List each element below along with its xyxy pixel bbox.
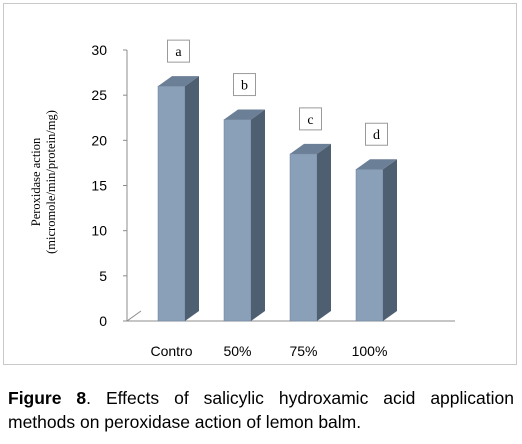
bar-letter-label-4: d [365,122,388,146]
y-axis-label: Peroxidase action (micromole/min/protein… [29,110,58,254]
bar-letter-text: a [175,45,182,60]
floor-depth-line [126,310,142,322]
y-tick-label: 10 [91,223,107,239]
bar-3 [289,143,331,322]
bar-side-face [383,159,397,321]
bar-top-face [290,143,331,154]
x-tick-label: Contro [150,343,192,359]
bar-letter-text: d [373,128,380,143]
x-tick-label: 50% [223,343,251,359]
bar-side-face [251,109,265,321]
bar-front-face [223,119,252,322]
bar-1 [157,76,199,322]
bar-side-face [317,143,331,321]
bar-front-face [289,153,318,322]
y-axis-label-line2: (micromole/min/protein/mg) [44,110,58,254]
bar-letter-label-2: b [233,73,256,97]
bar-top-face [158,76,199,87]
y-axis-label-line1: Peroxidase action [29,137,43,226]
x-tick-label: 75% [289,343,317,359]
figure-caption-label: Figure 8 [8,388,87,408]
y-tick-label: 0 [99,313,107,329]
bar-letter-box [299,107,322,131]
bar-4 [355,159,397,322]
bar-letter-text: c [307,113,313,128]
y-tick-label: 5 [99,268,107,284]
y-tick-label: 20 [91,132,107,148]
y-tick-label: 30 [91,42,107,58]
bar-top-face [224,109,265,120]
y-tick-labels: 0 5 10 15 20 25 30 [91,42,107,329]
bars [157,76,397,322]
figure-caption: Figure 8. Effects of salicylic hydroxami… [8,386,514,434]
x-tick-label: 100% [352,343,388,359]
bar-front-face [157,85,186,322]
bar-2 [223,109,265,322]
bar-letter-label-3: c [299,107,322,131]
bar-letter-text: b [241,79,248,94]
y-tick-label: 25 [91,87,107,103]
y-tick-label: 15 [91,178,107,194]
figure-caption-text: . Effects of salicylic hydroxamic acid a… [8,388,514,432]
x-tick-labels: Contro 50% 75% 100% [150,343,387,359]
bar-letter-box [167,39,190,63]
bar-letter-label-1: a [167,39,190,63]
bar-top-face [356,159,397,170]
bar-side-face [185,76,199,321]
bar-front-face [355,168,384,322]
bar-letter-box [233,73,256,97]
bar-letter-box [365,122,388,146]
bar-chart: 0 5 10 15 20 25 30 a b c d Contro 50% 75% 100% Perox… [29,39,455,359]
bar-letter-labels: a b c d [167,39,388,146]
